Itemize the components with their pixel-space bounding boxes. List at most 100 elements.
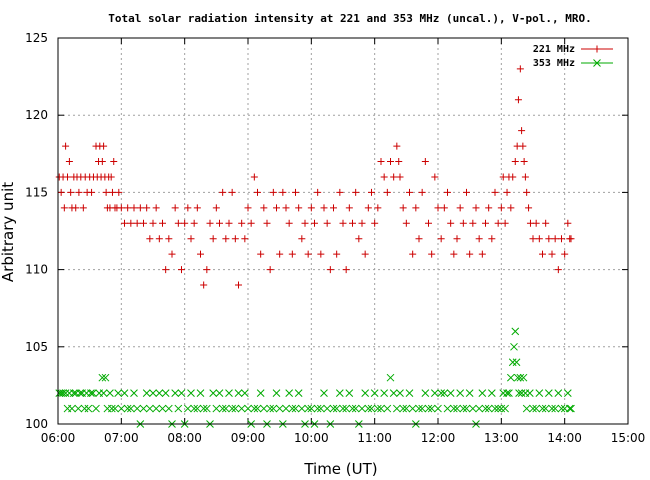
- data-point: [326, 266, 334, 274]
- data-point: [57, 188, 65, 196]
- data-point: [516, 373, 525, 382]
- data-point: [519, 142, 527, 150]
- data-point: [538, 404, 547, 413]
- data-point: [114, 389, 123, 397]
- data-point: [447, 219, 455, 227]
- data-point: [68, 404, 76, 413]
- data-point: [561, 250, 569, 258]
- data-point: [275, 404, 284, 413]
- data-point: [136, 204, 144, 212]
- data-point: [332, 404, 341, 413]
- data-point: [254, 188, 261, 196]
- data-point: [390, 173, 398, 181]
- data-point: [456, 204, 464, 212]
- data-point: [193, 404, 202, 413]
- data-point: [510, 342, 518, 351]
- data-point: [215, 389, 224, 397]
- data-point: [130, 204, 138, 212]
- plot-frame: [57, 37, 629, 425]
- data-point: [165, 235, 173, 243]
- data-point: [440, 204, 448, 212]
- data-point: [567, 235, 575, 243]
- data-point: [406, 188, 413, 196]
- data-point: [107, 173, 115, 181]
- data-point: [288, 404, 297, 413]
- y-tick-label: 125: [25, 31, 48, 45]
- data-point: [532, 404, 541, 413]
- data-point: [373, 404, 382, 413]
- data-point: [361, 389, 370, 397]
- data-point: [418, 404, 427, 413]
- data-point: [149, 389, 157, 397]
- data-point: [199, 404, 208, 413]
- data-point: [323, 404, 332, 413]
- plot-area: [55, 65, 575, 428]
- data-point: [450, 250, 458, 258]
- data-point: [149, 219, 157, 227]
- data-point: [282, 204, 290, 212]
- data-point: [364, 404, 373, 413]
- data-point: [307, 204, 315, 212]
- data-point: [313, 404, 322, 413]
- data-point: [542, 219, 550, 227]
- data-point: [279, 188, 287, 196]
- data-point: [548, 404, 556, 413]
- data-point: [462, 404, 471, 413]
- y-axis-ticks: 100 105 110 115 120 125: [25, 31, 628, 431]
- data-point: [548, 250, 556, 258]
- data-point: [535, 389, 544, 397]
- data-point: [288, 250, 296, 258]
- x-tick-label: 10:00: [294, 431, 329, 445]
- data-point: [155, 235, 163, 243]
- data-point: [386, 373, 395, 382]
- data-point: [459, 404, 468, 413]
- data-point: [60, 204, 68, 212]
- data-point: [273, 204, 280, 212]
- data-point: [512, 358, 521, 367]
- y-tick-label: 115: [25, 185, 48, 199]
- data-point: [505, 389, 513, 397]
- data-point: [98, 373, 107, 382]
- data-point: [200, 281, 208, 289]
- data-point: [115, 188, 123, 196]
- data-point: [228, 188, 236, 196]
- data-point: [516, 65, 524, 73]
- data-point: [298, 235, 306, 243]
- data-point: [557, 404, 566, 413]
- data-point: [544, 389, 553, 397]
- legend-label: 221 MHz: [533, 44, 575, 55]
- data-point: [501, 404, 509, 413]
- data-point: [69, 389, 78, 397]
- data-point: [523, 188, 531, 196]
- data-point: [209, 389, 218, 397]
- data-point: [187, 389, 195, 397]
- data-point: [529, 404, 537, 413]
- data-point: [203, 266, 211, 274]
- data-point: [348, 404, 357, 413]
- data-point: [84, 404, 93, 413]
- data-point: [415, 404, 423, 413]
- data-point: [371, 219, 379, 227]
- data-point: [345, 204, 353, 212]
- data-point: [184, 204, 192, 212]
- series-353-mhz: [55, 327, 575, 428]
- data-point: [155, 389, 164, 397]
- data-point: [98, 158, 106, 166]
- data-point: [456, 389, 465, 397]
- data-point: [250, 404, 259, 413]
- data-point: [427, 404, 436, 413]
- data-point: [193, 204, 201, 212]
- data-point: [291, 404, 300, 413]
- data-point: [564, 219, 572, 227]
- data-point: [76, 389, 85, 397]
- data-point: [511, 327, 520, 336]
- data-point: [418, 188, 426, 196]
- series-221-mhz: [55, 65, 575, 289]
- data-point: [196, 389, 205, 397]
- data-point: [218, 404, 227, 413]
- data-point: [399, 404, 408, 413]
- data-point: [520, 158, 528, 166]
- data-point: [392, 404, 401, 413]
- chart-title: Total solar radiation intensity at 221 a…: [108, 12, 591, 25]
- data-point: [100, 142, 108, 150]
